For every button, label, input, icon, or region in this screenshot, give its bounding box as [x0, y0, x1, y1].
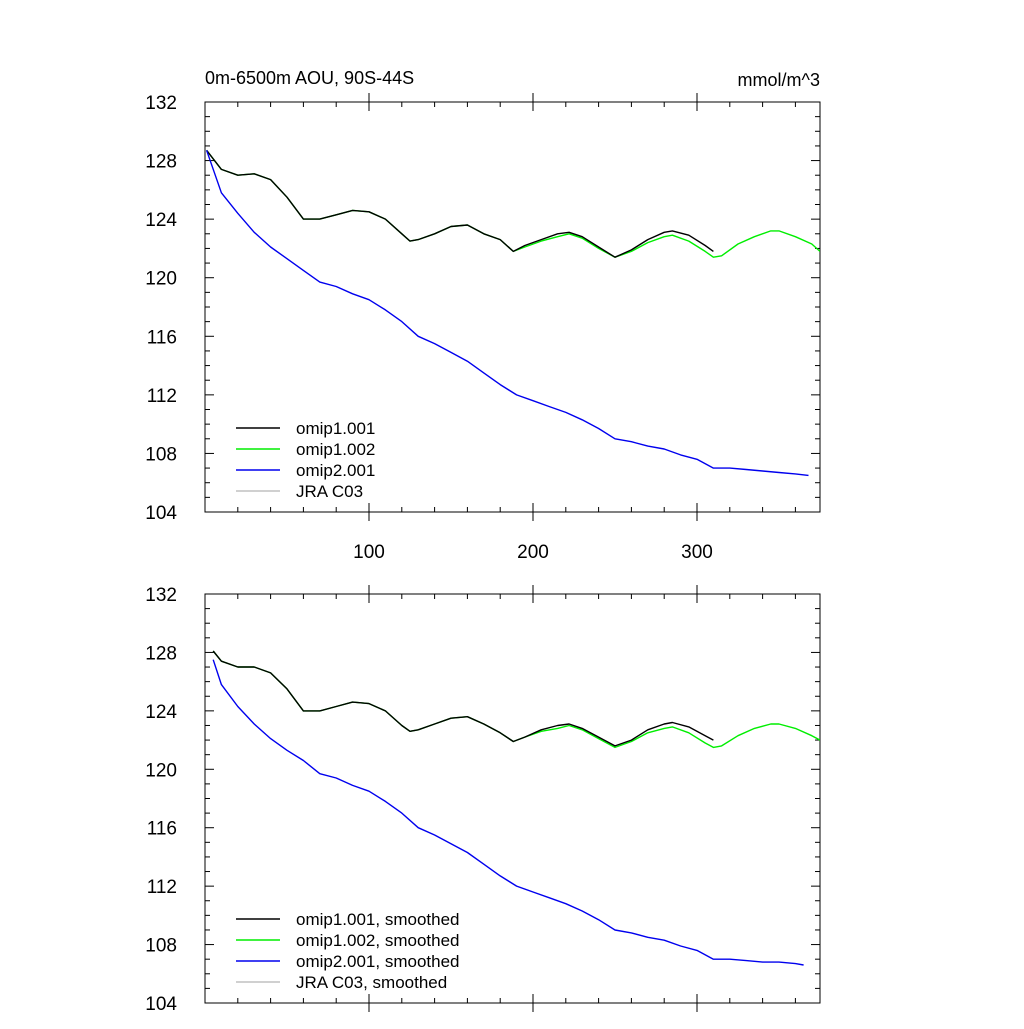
y-tick-label: 128	[145, 152, 177, 173]
x-tick-label: 100	[353, 542, 385, 563]
legend-label: JRA C03	[296, 482, 363, 501]
series-lines	[205, 149, 820, 477]
legend: omip1.001, smoothed omip1.002, smoothed om…	[236, 910, 460, 992]
series-line-1	[212, 650, 714, 747]
y-tick-label: 116	[147, 327, 177, 348]
units-label: mmol/m^3	[738, 70, 820, 90]
y-tick-label: 104	[145, 503, 177, 524]
x-tick-label: 300	[681, 542, 713, 563]
series-lines	[212, 650, 820, 966]
y-tick-label: 132	[145, 93, 177, 114]
legend: omip1.001 omip1.002 omip2.001 JRA C03	[236, 419, 375, 501]
legend-label: omip1.002, smoothed	[296, 931, 460, 950]
y-tick-label: 124	[145, 210, 177, 231]
y-tick-label: 112	[147, 877, 177, 898]
y-tick-label: 108	[145, 936, 177, 957]
series-line-2	[206, 149, 820, 258]
chart-panel-2: 104 108 112 116 120 124 128 132 omip1.001, smoot…	[145, 585, 821, 1015]
legend-label: omip1.002	[296, 440, 375, 459]
y-tick-label: 128	[145, 643, 177, 664]
y-tick-label: 104	[145, 994, 177, 1015]
y-tick-label: 108	[145, 444, 177, 465]
y-tick-label: 124	[145, 702, 177, 723]
y-tick-label: 116	[147, 819, 177, 840]
y-tick-label: 120	[145, 760, 177, 781]
chart-panel-1: 104 108 112 116 120 124 128 132 100 200 300 0m-6500…	[145, 68, 821, 563]
series-line-3	[205, 150, 809, 477]
legend-label: JRA C03, smoothed	[296, 973, 447, 992]
y-tick-label: 132	[145, 585, 177, 606]
series-line-3	[212, 659, 804, 966]
legend-label: omip2.001	[296, 461, 375, 480]
legend-label: omip2.001, smoothed	[296, 952, 460, 971]
series-line-2	[212, 650, 820, 749]
legend-label: omip1.001, smoothed	[296, 910, 460, 929]
chart-title: 0m-6500m AOU, 90S-44S	[205, 68, 414, 88]
x-tick-label: 200	[517, 542, 549, 563]
series-line-1	[206, 149, 714, 258]
y-tick-label: 112	[147, 386, 177, 407]
legend-label: omip1.001	[296, 419, 375, 438]
y-tick-label: 120	[145, 269, 177, 290]
